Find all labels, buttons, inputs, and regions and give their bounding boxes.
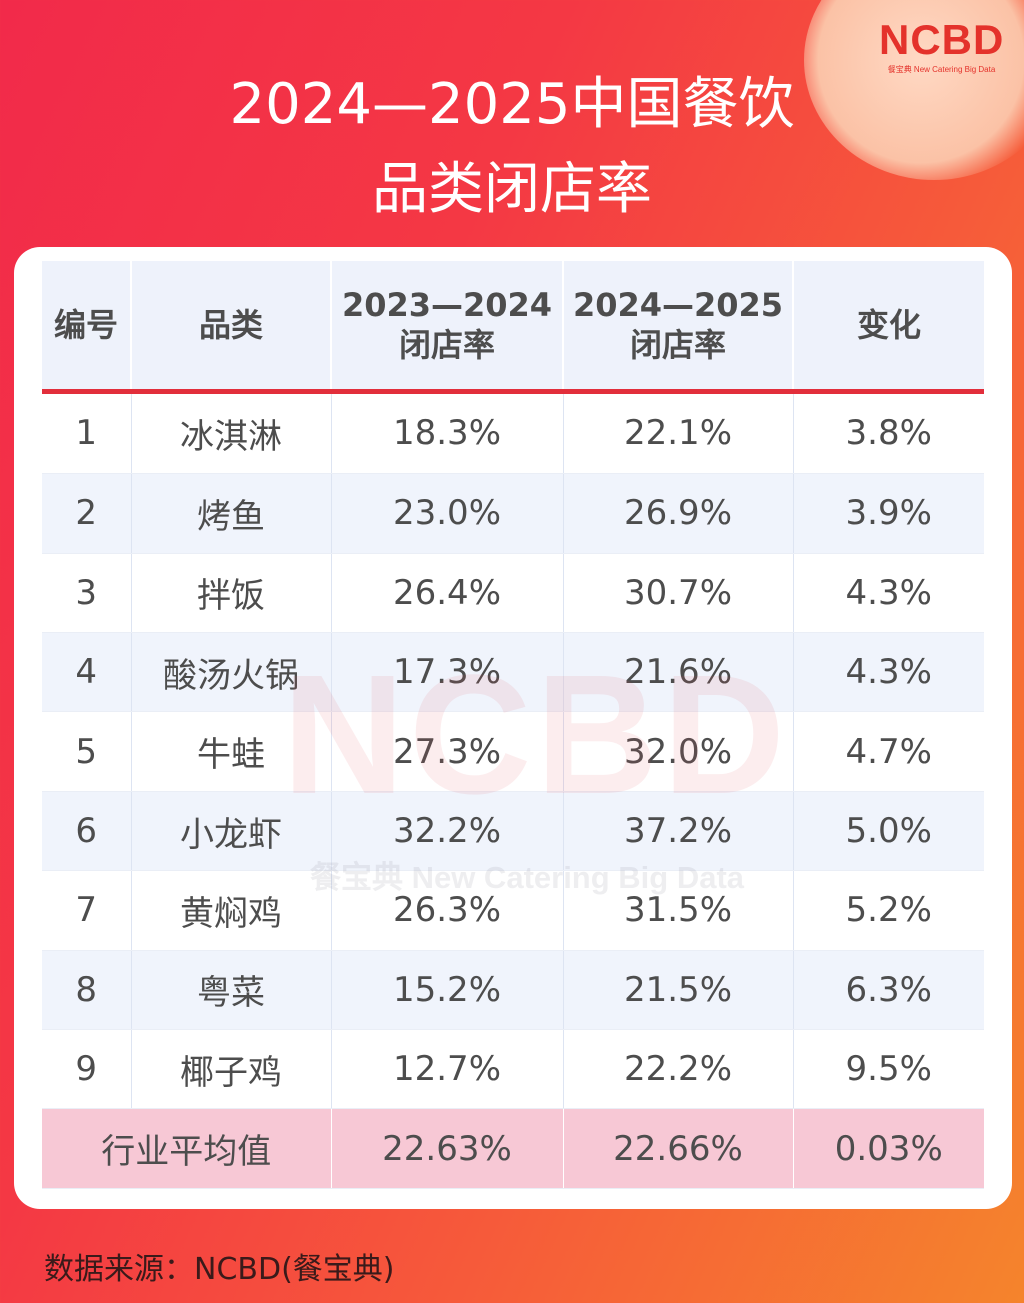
table-row: 7 黄焖鸡 26.3% 31.5% 5.2%: [42, 870, 984, 951]
cell-category: 小龙虾: [131, 791, 332, 872]
cell-rate-2023-2024: 17.3%: [331, 632, 564, 713]
cell-change: 4.3%: [793, 632, 984, 713]
page-title-line1: 2024—2025中国餐饮: [229, 72, 795, 137]
table-row: 5 牛蛙 27.3% 32.0% 4.7%: [42, 711, 984, 792]
cell-average-rate-2024-2025: 22.66%: [563, 1108, 794, 1189]
cell-rate-2024-2025: 26.9%: [563, 473, 794, 554]
cell-rate-2023-2024: 32.2%: [331, 791, 564, 872]
cell-rate-2024-2025: 31.5%: [563, 870, 794, 951]
cell-average-label: 行业平均值: [42, 1108, 332, 1189]
header-category: 品类: [131, 261, 332, 394]
header-rate-2024-2025-label: 闭店率: [629, 325, 726, 364]
cell-rate-2024-2025: 21.6%: [563, 632, 794, 713]
header-rate-2024-2025-period: 2024—2025: [572, 285, 784, 324]
cell-id: 5: [42, 711, 132, 792]
cell-rate-2023-2024: 18.3%: [331, 391, 564, 475]
header-id: 编号: [42, 261, 132, 394]
table-average-row: 行业平均值 22.63% 22.66% 0.03%: [42, 1108, 984, 1189]
cell-id: 3: [42, 553, 132, 633]
table-row: 9 椰子鸡 12.7% 22.2% 9.5%: [42, 1029, 984, 1110]
table-row: 2 烤鱼 23.0% 26.9% 3.9%: [42, 473, 984, 554]
cell-change: 3.9%: [793, 473, 984, 554]
cell-rate-2023-2024: 23.0%: [331, 473, 564, 554]
cell-rate-2023-2024: 26.3%: [331, 870, 564, 951]
cell-id: 6: [42, 791, 132, 872]
header-rate-2024-2025: 2024—2025 闭店率: [563, 261, 794, 394]
cell-category: 椰子鸡: [131, 1029, 332, 1110]
cell-category: 烤鱼: [131, 473, 332, 554]
cell-category: 拌饭: [131, 553, 332, 633]
cell-rate-2024-2025: 37.2%: [563, 791, 794, 872]
cell-rate-2023-2024: 26.4%: [331, 553, 564, 633]
cell-category: 粤菜: [131, 950, 332, 1031]
cell-id: 1: [42, 391, 132, 475]
table-row: 4 酸汤火锅 17.3% 21.6% 4.3%: [42, 632, 984, 713]
cell-change: 5.0%: [793, 791, 984, 872]
cell-change: 9.5%: [793, 1029, 984, 1110]
cell-rate-2024-2025: 22.2%: [563, 1029, 794, 1110]
cell-average-rate-2023-2024: 22.63%: [331, 1108, 564, 1189]
cell-id: 7: [42, 870, 132, 951]
brand-logo: NCBD 餐宝典 New Catering Big Data: [879, 18, 1004, 75]
header-change: 变化: [793, 261, 984, 394]
brand-logo-text: NCBD: [879, 16, 1005, 63]
cell-rate-2023-2024: 12.7%: [331, 1029, 564, 1110]
cell-rate-2024-2025: 30.7%: [563, 553, 794, 633]
cell-average-change: 0.03%: [793, 1108, 984, 1189]
cell-category: 酸汤火锅: [131, 632, 332, 713]
cell-rate-2024-2025: 22.1%: [563, 391, 794, 475]
brand-tagline: 餐宝典 New Catering Big Data: [887, 65, 996, 74]
cell-category: 冰淇淋: [131, 391, 332, 475]
table-card: 编号 品类 2023—2024 闭店率 2024—2025 闭店率 变化 1 冰…: [14, 247, 1012, 1209]
cell-change: 6.3%: [793, 950, 984, 1031]
cell-rate-2023-2024: 27.3%: [331, 711, 564, 792]
table-row: 8 粤菜 15.2% 21.5% 6.3%: [42, 950, 984, 1031]
data-source-note: 数据来源：NCBD(餐宝典): [44, 1252, 395, 1287]
cell-category: 牛蛙: [131, 711, 332, 792]
header-rate-2023-2024-label: 闭店率: [398, 325, 495, 364]
table-row: 6 小龙虾 32.2% 37.2% 5.0%: [42, 791, 984, 872]
cell-rate-2024-2025: 32.0%: [563, 711, 794, 792]
cell-rate-2024-2025: 21.5%: [563, 950, 794, 1031]
cell-change: 5.2%: [793, 870, 984, 951]
cell-id: 4: [42, 632, 132, 713]
page-title-line2: 品类闭店率: [372, 157, 652, 222]
table-header-row: 编号 品类 2023—2024 闭店率 2024—2025 闭店率 变化: [42, 261, 984, 394]
cell-rate-2023-2024: 15.2%: [331, 950, 564, 1031]
closure-rate-table: 编号 品类 2023—2024 闭店率 2024—2025 闭店率 变化 1 冰…: [42, 261, 984, 1189]
cell-id: 9: [42, 1029, 132, 1110]
header-rate-2023-2024-period: 2023—2024: [341, 285, 553, 324]
cell-change: 4.7%: [793, 711, 984, 792]
table-row: 3 拌饭 26.4% 30.7% 4.3%: [42, 553, 984, 633]
cell-change: 4.3%: [793, 553, 984, 633]
cell-change: 3.8%: [793, 391, 984, 475]
table-row: 1 冰淇淋 18.3% 22.1% 3.8%: [42, 391, 984, 475]
header-rate-2023-2024: 2023—2024 闭店率: [331, 261, 564, 394]
cell-category: 黄焖鸡: [131, 870, 332, 951]
cell-id: 2: [42, 473, 132, 554]
cell-id: 8: [42, 950, 132, 1031]
